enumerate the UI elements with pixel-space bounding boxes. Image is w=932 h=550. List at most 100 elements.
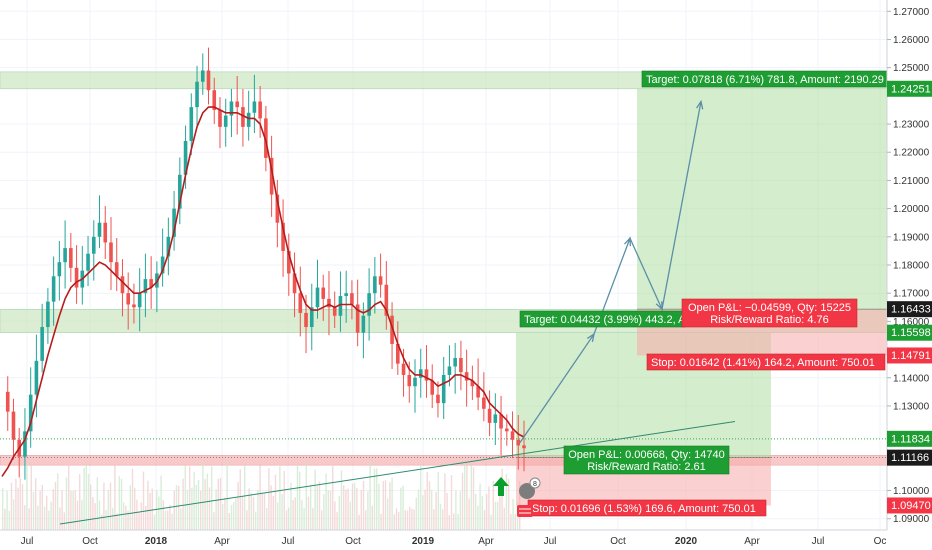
volume-bar — [162, 500, 164, 530]
volume-bar — [494, 501, 497, 530]
candle-body — [246, 112, 251, 127]
volume-bar — [92, 497, 94, 530]
volume-bar — [486, 494, 488, 530]
candle-body — [132, 304, 136, 308]
volume-bar — [422, 495, 424, 530]
candle-body — [327, 298, 331, 308]
volume-bar — [74, 490, 76, 530]
candle-body — [510, 431, 515, 440]
volume-bar — [48, 510, 50, 530]
volume-bar — [41, 484, 43, 530]
volume-bar — [424, 489, 426, 530]
volume-bar — [178, 485, 180, 530]
x-tick-label: 2019 — [412, 536, 435, 547]
long-position-2-target-area — [637, 88, 887, 310]
candle-body — [361, 315, 366, 333]
candle-body — [516, 439, 521, 446]
volume-bar — [96, 477, 98, 530]
volume-bar — [318, 481, 321, 530]
position-2-stop-label-bg — [646, 353, 886, 371]
volume-bar — [46, 495, 48, 530]
volume-bar — [468, 498, 470, 530]
volume-bar — [488, 486, 490, 530]
volume-bar — [382, 481, 384, 530]
candle-body — [166, 236, 171, 257]
volume-bar — [129, 485, 131, 530]
volume-bar — [503, 507, 505, 530]
volume-bar — [464, 461, 466, 530]
x-tick-label: Oct — [610, 536, 626, 547]
volume-bar — [43, 506, 46, 530]
volume-bar — [217, 478, 219, 530]
volume-bar — [184, 465, 186, 530]
volume-bar — [272, 496, 274, 530]
volume-bar — [120, 478, 123, 530]
volume-bar — [112, 508, 114, 530]
candle-body — [344, 293, 348, 297]
candle-body — [384, 284, 389, 316]
volume-bar — [241, 496, 244, 530]
volume-bar — [277, 502, 279, 530]
volume-bar — [239, 469, 241, 530]
candle-body — [373, 276, 377, 294]
candle-body — [126, 293, 130, 305]
volume-bar — [384, 480, 387, 530]
candle-body — [178, 174, 182, 209]
candle-body — [51, 276, 56, 302]
candle-body — [69, 248, 73, 268]
x-tick-label: Apr — [744, 536, 760, 547]
arrowhead-icon — [655, 301, 663, 311]
candle-body — [275, 194, 280, 223]
volume-bar — [171, 513, 173, 530]
candle-body — [413, 377, 417, 387]
event-marker-icon — [519, 483, 535, 499]
volume-bar — [483, 509, 486, 530]
candles — [5, 47, 526, 480]
volume-bar — [294, 497, 296, 530]
candle-body — [264, 118, 268, 158]
volume-bar — [136, 499, 138, 530]
volume-bar — [371, 505, 373, 530]
price-tag-text: 1.14791 — [891, 350, 931, 362]
volume-bar — [351, 483, 354, 530]
price-tag-bg — [887, 301, 932, 318]
volume-bar — [90, 484, 92, 530]
candle-body — [396, 343, 400, 364]
candle-body — [160, 256, 165, 274]
price-tag-bg — [887, 80, 932, 97]
volume-bar — [301, 499, 303, 530]
volume-bar — [400, 487, 402, 530]
volume-bar — [325, 473, 327, 530]
volume-bar — [107, 489, 109, 530]
volume-bar — [281, 493, 283, 530]
volume-bar — [244, 465, 246, 530]
volume-bar — [296, 464, 299, 530]
volume-bar — [362, 480, 365, 530]
y-tick-label: 1.09000 — [893, 514, 930, 525]
price-tag-text: 1.11834 — [891, 433, 930, 445]
volume-bar — [65, 477, 68, 530]
volume-bar — [323, 494, 325, 530]
volume-bar — [497, 501, 499, 530]
candle-body — [436, 394, 440, 404]
volume-bar — [439, 503, 442, 530]
volume-bar — [314, 469, 316, 530]
volume-bar — [329, 490, 332, 530]
volume-bar — [417, 489, 420, 530]
volume-bar — [13, 499, 15, 530]
volume-bar — [145, 505, 147, 530]
volume-bar — [343, 485, 345, 530]
volume-bar — [274, 474, 277, 530]
volume-bar — [307, 496, 310, 530]
candle-body — [46, 301, 50, 328]
volume-bar — [2, 488, 4, 530]
volume-bar — [235, 498, 237, 530]
volume-bar — [61, 490, 63, 530]
candle-body — [304, 312, 308, 328]
volume-bar — [32, 491, 35, 530]
candle-body — [114, 262, 119, 277]
price-tag-text: 1.09470 — [891, 500, 931, 512]
volume-bar — [19, 478, 21, 530]
volume-bar — [510, 514, 512, 530]
